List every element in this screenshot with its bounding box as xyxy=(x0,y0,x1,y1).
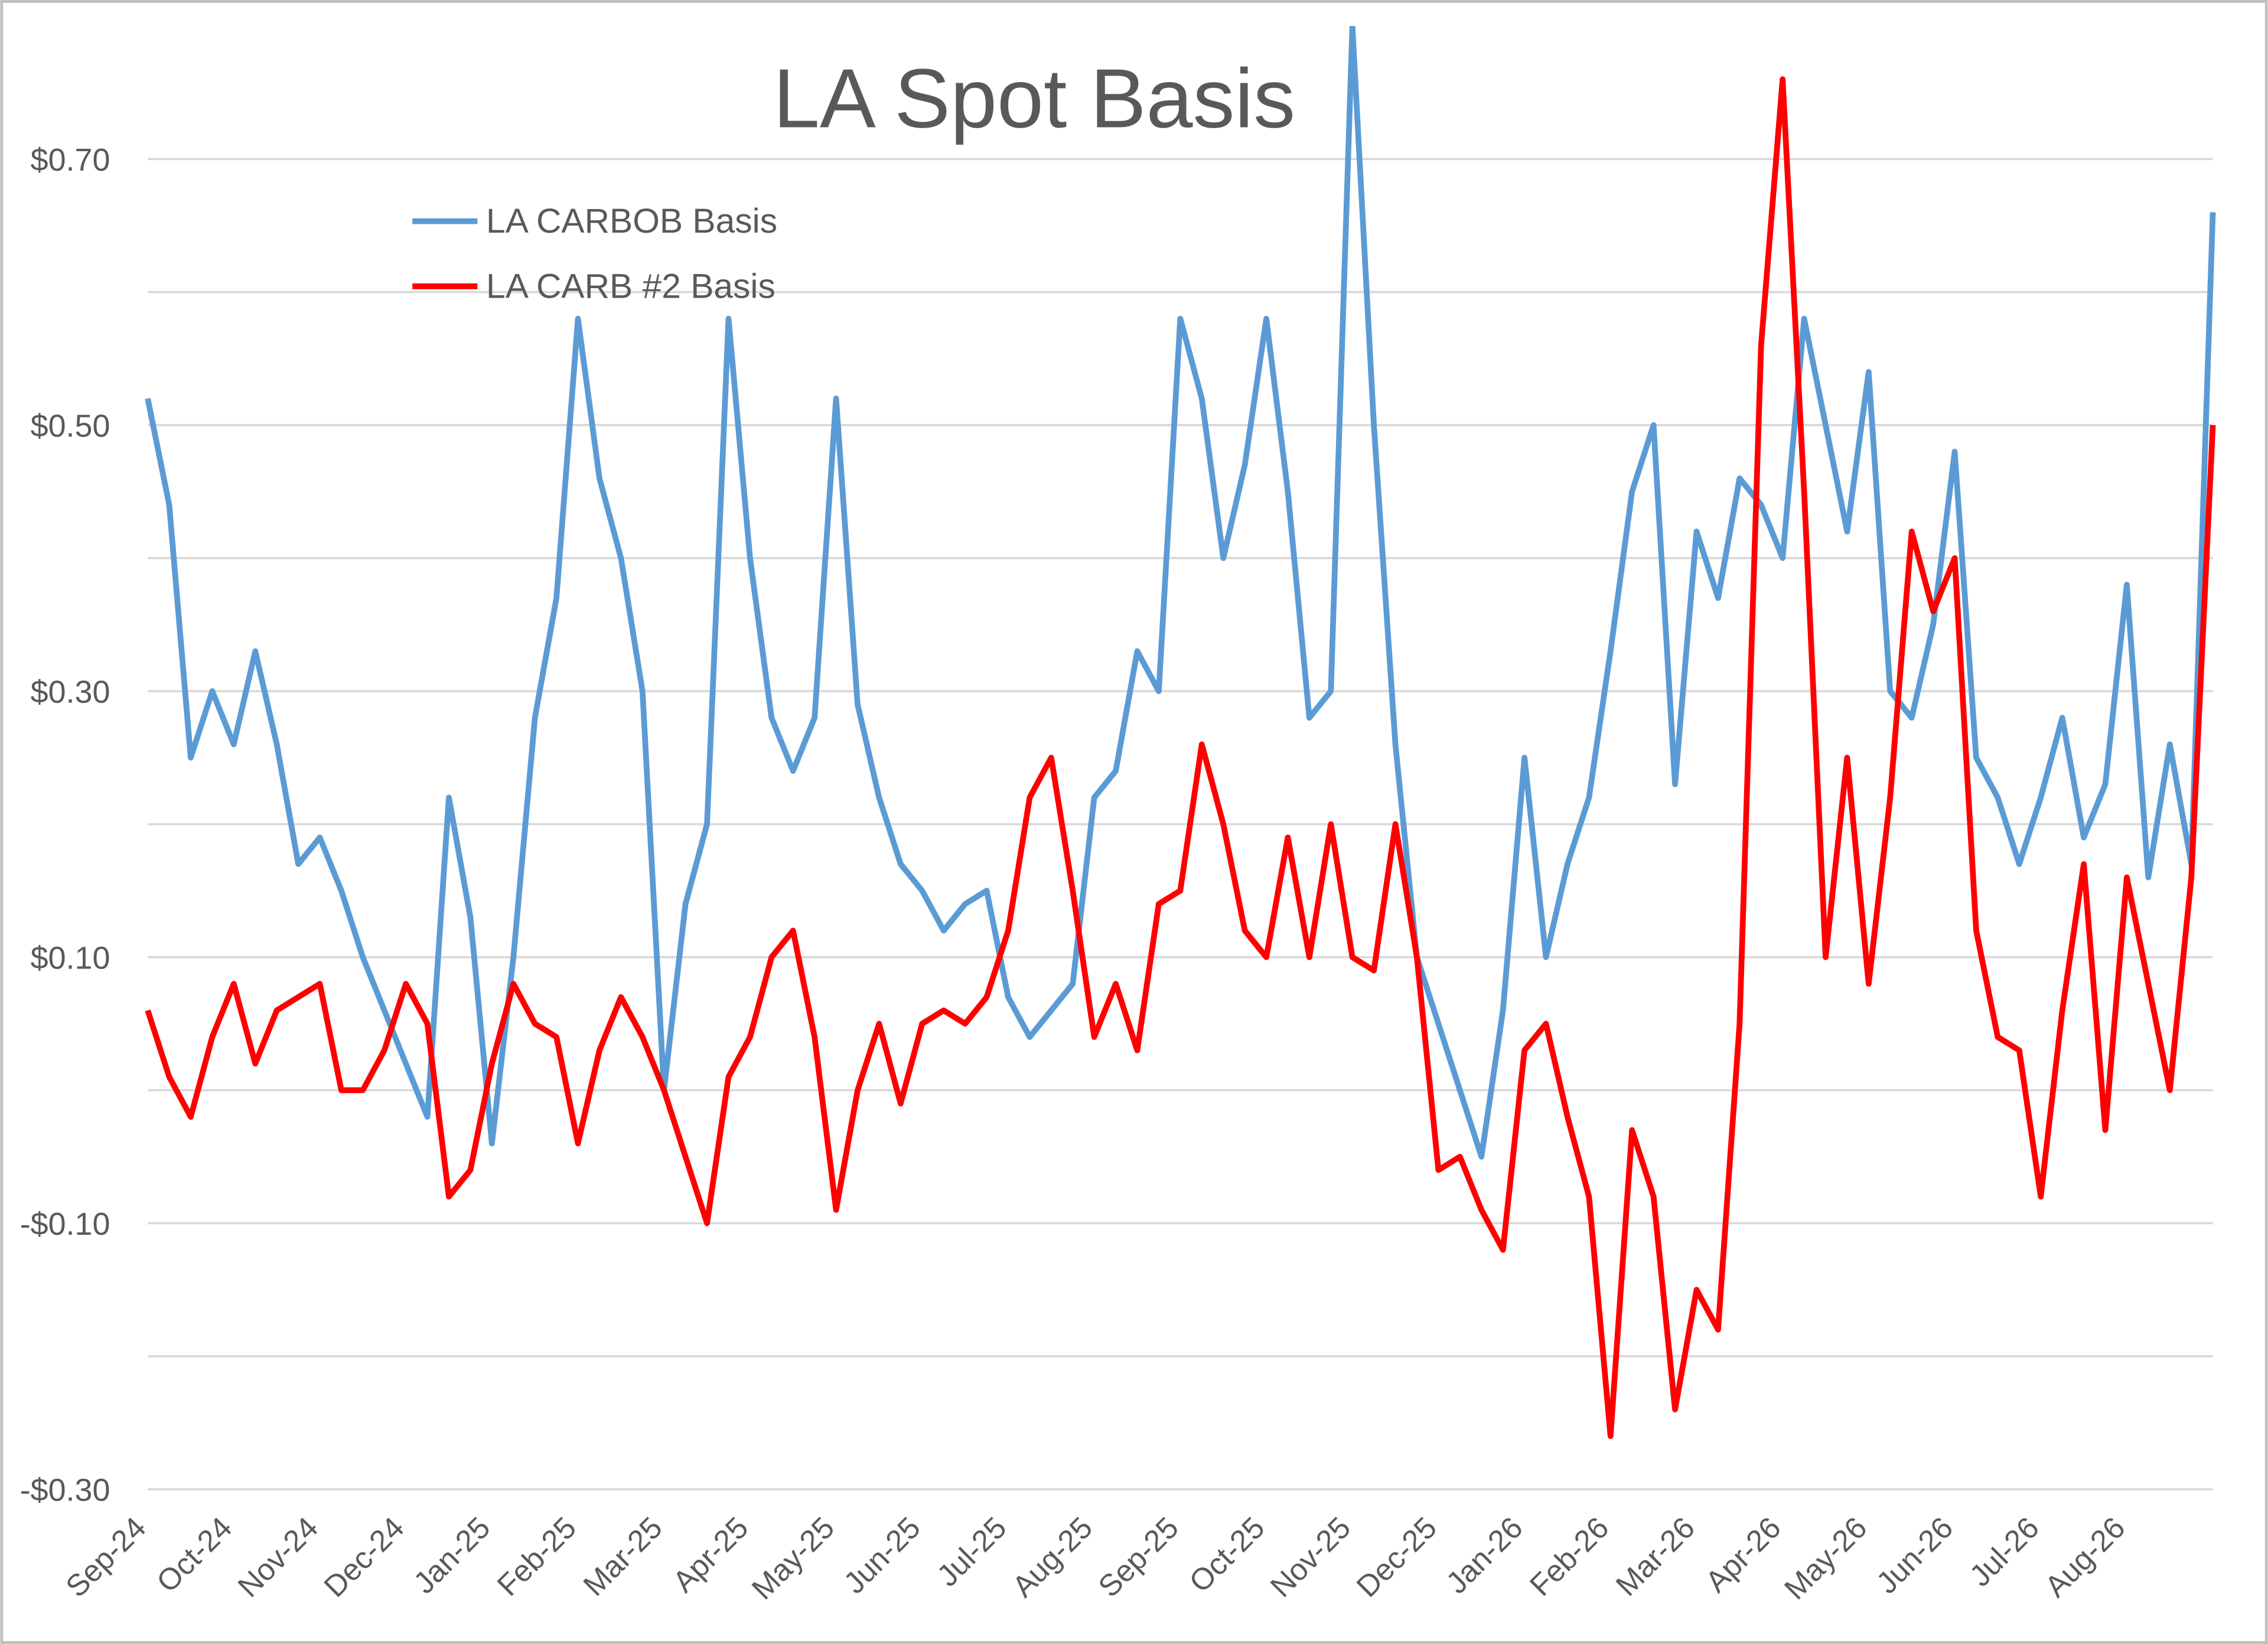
data-line xyxy=(145,76,2216,1439)
chart-title: LA Spot Basis xyxy=(773,51,1295,145)
y-tick-label: -$0.30 xyxy=(20,1473,110,1508)
legend-label: LA CARBOB Basis xyxy=(486,202,777,240)
y-tick-label: -$0.10 xyxy=(20,1206,110,1242)
y-tick-label: $0.50 xyxy=(31,408,110,443)
y-tick-label: $0.30 xyxy=(31,674,110,710)
data-line xyxy=(145,26,2216,1160)
y-tick-label: $0.70 xyxy=(31,142,110,178)
legend-label: LA CARB #2 Basis xyxy=(486,267,775,305)
y-tick-label: $0.10 xyxy=(31,941,110,976)
